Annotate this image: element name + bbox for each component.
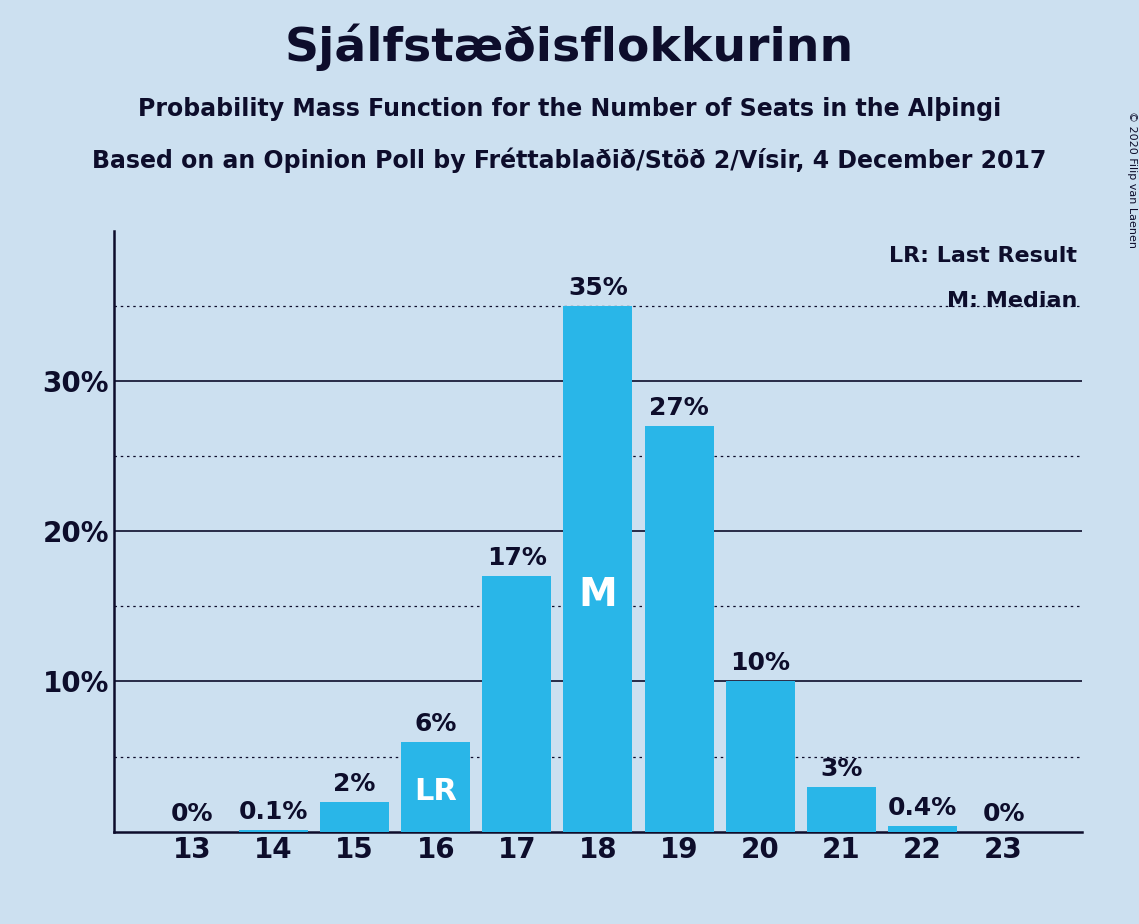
Text: Based on an Opinion Poll by Fréttablaðið/Stöð 2/Vísir, 4 December 2017: Based on an Opinion Poll by Fréttablaðið… <box>92 148 1047 174</box>
Text: LR: LR <box>415 776 457 806</box>
Text: © 2020 Filip van Laenen: © 2020 Filip van Laenen <box>1126 111 1137 248</box>
Text: Sjálfstæðisflokkurinn: Sjálfstæðisflokkurinn <box>285 23 854 70</box>
Bar <box>564 306 632 832</box>
Text: 27%: 27% <box>649 396 708 420</box>
Bar <box>888 826 957 832</box>
Text: 10%: 10% <box>730 651 790 675</box>
Bar <box>320 801 390 832</box>
Text: 2%: 2% <box>334 772 376 796</box>
Text: 6%: 6% <box>415 711 457 736</box>
Bar <box>483 577 551 832</box>
Text: 17%: 17% <box>486 546 547 570</box>
Text: Probability Mass Function for the Number of Seats in the Alþingi: Probability Mass Function for the Number… <box>138 97 1001 121</box>
Text: 0.1%: 0.1% <box>239 800 309 824</box>
Bar <box>806 786 876 832</box>
Bar <box>645 426 713 832</box>
Text: M: M <box>579 576 617 614</box>
Bar <box>726 682 795 832</box>
Text: 0%: 0% <box>982 802 1025 826</box>
Text: 35%: 35% <box>568 276 628 300</box>
Text: LR: Last Result: LR: Last Result <box>890 246 1077 266</box>
Text: 0.4%: 0.4% <box>887 796 957 820</box>
Text: M: Median: M: Median <box>947 291 1077 311</box>
Bar <box>239 830 308 832</box>
Text: 0%: 0% <box>171 802 214 826</box>
Bar <box>401 741 470 832</box>
Text: 3%: 3% <box>820 757 862 781</box>
